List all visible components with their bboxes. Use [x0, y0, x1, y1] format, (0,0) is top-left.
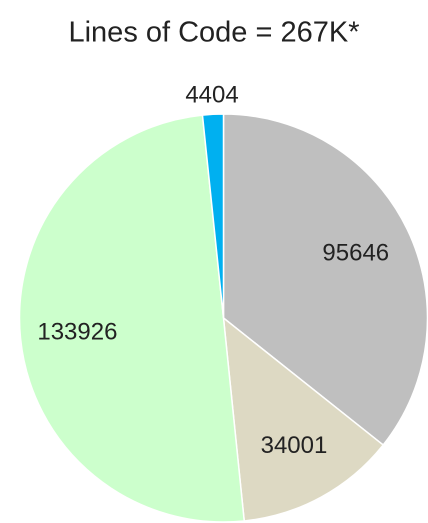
data-label: 4404: [185, 81, 238, 108]
data-label: 34001: [261, 432, 328, 459]
pie-slice: [201, 113, 225, 319]
chart-title: Lines of Code = 267K*: [68, 17, 359, 49]
pie-slice: [18, 114, 246, 523]
data-label: 133926: [37, 318, 117, 345]
pie-slice: [222, 113, 428, 447]
pie-slice: [222, 316, 385, 522]
data-label: 95646: [322, 240, 389, 267]
